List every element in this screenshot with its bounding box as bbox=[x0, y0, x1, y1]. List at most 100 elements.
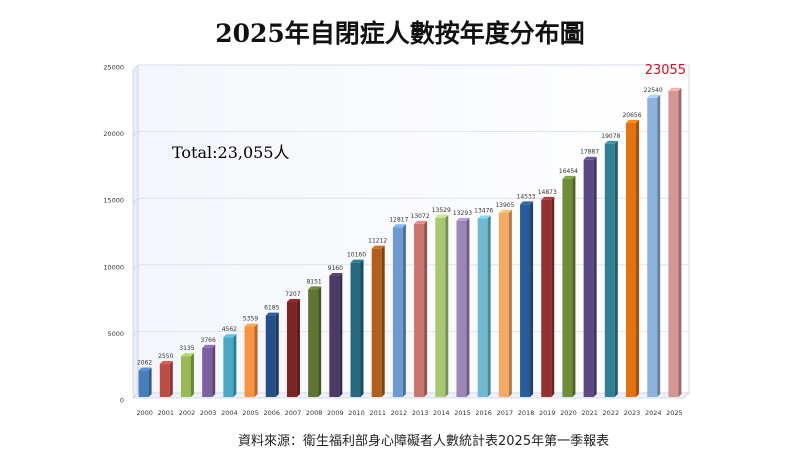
bar-side bbox=[148, 367, 152, 397]
gridline bbox=[132, 131, 689, 137]
bar-2022 bbox=[604, 140, 618, 397]
side-wall bbox=[132, 64, 139, 399]
bar-top bbox=[329, 272, 343, 276]
value-label: 13905 bbox=[495, 202, 514, 209]
gridline bbox=[132, 197, 689, 204]
x-tick-label: 2003 bbox=[200, 409, 217, 417]
x-tick-label: 2015 bbox=[454, 409, 471, 417]
x-tick-label: 2023 bbox=[624, 409, 641, 417]
bar-top bbox=[456, 217, 470, 221]
value-label: 2550 bbox=[158, 353, 173, 360]
bar-2009 bbox=[329, 272, 343, 397]
x-tick-label: 2009 bbox=[327, 409, 344, 417]
bar-front bbox=[456, 220, 467, 397]
bar-top bbox=[223, 334, 237, 338]
bar-side bbox=[508, 209, 512, 397]
x-tick-label: 2013 bbox=[412, 409, 429, 417]
bar-front bbox=[138, 370, 149, 397]
bar-2019 bbox=[541, 196, 555, 397]
value-label: 16454 bbox=[559, 168, 578, 175]
chart-title: 2025年自閉症人數按年度分布圖 bbox=[215, 19, 585, 48]
bar-2015 bbox=[456, 217, 470, 397]
bar-top bbox=[562, 175, 576, 179]
bars bbox=[138, 87, 682, 397]
bar-side bbox=[466, 217, 470, 397]
y-tick-label: 25000 bbox=[103, 64, 124, 72]
value-label: 20656 bbox=[622, 112, 641, 119]
x-tick-label: 2010 bbox=[348, 409, 365, 417]
bar-side bbox=[424, 220, 428, 397]
y-axis: 0 5000 10000 15000 20000 25000 bbox=[103, 64, 124, 405]
bar-top bbox=[371, 245, 385, 249]
value-label: 14873 bbox=[538, 189, 557, 196]
value-labels: 2062 2550 3135 3766 4562 5359 6185 7207 8151 9160… bbox=[137, 63, 686, 367]
bar-top bbox=[350, 259, 364, 263]
value-label: 22540 bbox=[644, 87, 663, 94]
x-tick-label: 2018 bbox=[518, 409, 535, 417]
bar-2001 bbox=[159, 361, 173, 397]
highlight-value-label: 23055 bbox=[645, 63, 686, 78]
bar-front bbox=[392, 227, 403, 397]
bar-top bbox=[202, 344, 216, 348]
value-label: 12817 bbox=[389, 216, 408, 223]
x-tick-label: 2025 bbox=[666, 409, 683, 417]
x-tick-label: 2002 bbox=[179, 409, 196, 417]
value-label: 5359 bbox=[243, 316, 258, 323]
bar-top bbox=[498, 209, 512, 213]
bar-top bbox=[244, 323, 258, 327]
bar-top bbox=[626, 119, 640, 123]
bar-side bbox=[296, 299, 300, 397]
bar-top bbox=[541, 196, 555, 200]
value-label: 3766 bbox=[201, 337, 216, 344]
bar-2004 bbox=[223, 334, 237, 397]
bar-front bbox=[626, 122, 637, 397]
bar-front bbox=[308, 289, 319, 397]
bar-side bbox=[551, 196, 555, 397]
value-label: 11212 bbox=[368, 238, 387, 245]
value-label: 13529 bbox=[432, 207, 451, 214]
bar-side bbox=[212, 344, 216, 397]
x-tick-label: 2014 bbox=[433, 409, 450, 417]
x-tick-label: 2004 bbox=[221, 409, 238, 417]
x-tick-label: 2017 bbox=[497, 409, 514, 417]
bar-side bbox=[275, 312, 279, 397]
x-tick-label: 2006 bbox=[263, 409, 280, 417]
bar-front bbox=[541, 199, 552, 397]
bar-side bbox=[487, 215, 491, 397]
bar-side bbox=[190, 353, 194, 397]
bar-front bbox=[329, 275, 340, 397]
bar-front bbox=[520, 204, 531, 397]
value-label: 6185 bbox=[264, 305, 279, 312]
bar-top bbox=[477, 215, 491, 219]
bar-top bbox=[668, 87, 682, 91]
bar-front bbox=[583, 159, 594, 397]
x-tick-label: 2022 bbox=[603, 409, 620, 417]
bar-side bbox=[657, 94, 661, 397]
bar-top bbox=[180, 353, 194, 357]
value-label: 17887 bbox=[580, 149, 599, 156]
bar-2014 bbox=[435, 214, 449, 397]
y-tick-label: 15000 bbox=[103, 197, 124, 205]
bar-front bbox=[498, 212, 509, 397]
bar-top bbox=[159, 361, 173, 365]
x-tick-label: 2019 bbox=[539, 409, 556, 417]
x-tick-label: 2007 bbox=[285, 409, 302, 417]
bar-2025 bbox=[668, 87, 682, 397]
value-label: 13476 bbox=[474, 207, 493, 214]
x-tick-label: 2024 bbox=[645, 409, 662, 417]
bar-2006 bbox=[265, 312, 279, 397]
bar-side bbox=[360, 259, 364, 397]
bar-2010 bbox=[350, 259, 364, 397]
value-label: 9160 bbox=[328, 265, 343, 272]
bar-2016 bbox=[477, 215, 491, 397]
y-tick-label: 5000 bbox=[107, 330, 124, 338]
source-note: 資料來源：衛生福利部身心障礙者人數統計表2025年第一季報表 bbox=[238, 434, 610, 449]
x-tick-label: 2021 bbox=[581, 409, 598, 417]
x-tick-label: 2005 bbox=[242, 409, 259, 417]
bar-2002 bbox=[180, 353, 194, 397]
y-tick-label: 0 bbox=[120, 397, 124, 405]
x-axis: 2000 2001 2002 2003 2004 2005 2006 2007 2008 2009… bbox=[136, 409, 682, 417]
y-tick-label: 20000 bbox=[103, 130, 124, 138]
y-tick-label: 10000 bbox=[103, 263, 124, 271]
x-tick-label: 2001 bbox=[158, 409, 175, 417]
